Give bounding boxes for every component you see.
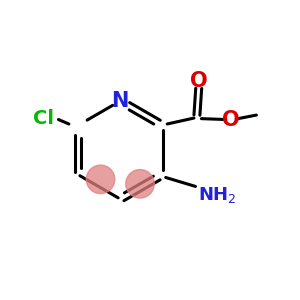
Text: NH$_2$: NH$_2$ — [198, 185, 237, 205]
Circle shape — [126, 169, 154, 198]
Text: O: O — [222, 110, 240, 130]
Text: O: O — [190, 71, 207, 91]
Circle shape — [86, 165, 115, 194]
Text: Cl: Cl — [33, 109, 54, 128]
Text: N: N — [112, 91, 129, 111]
